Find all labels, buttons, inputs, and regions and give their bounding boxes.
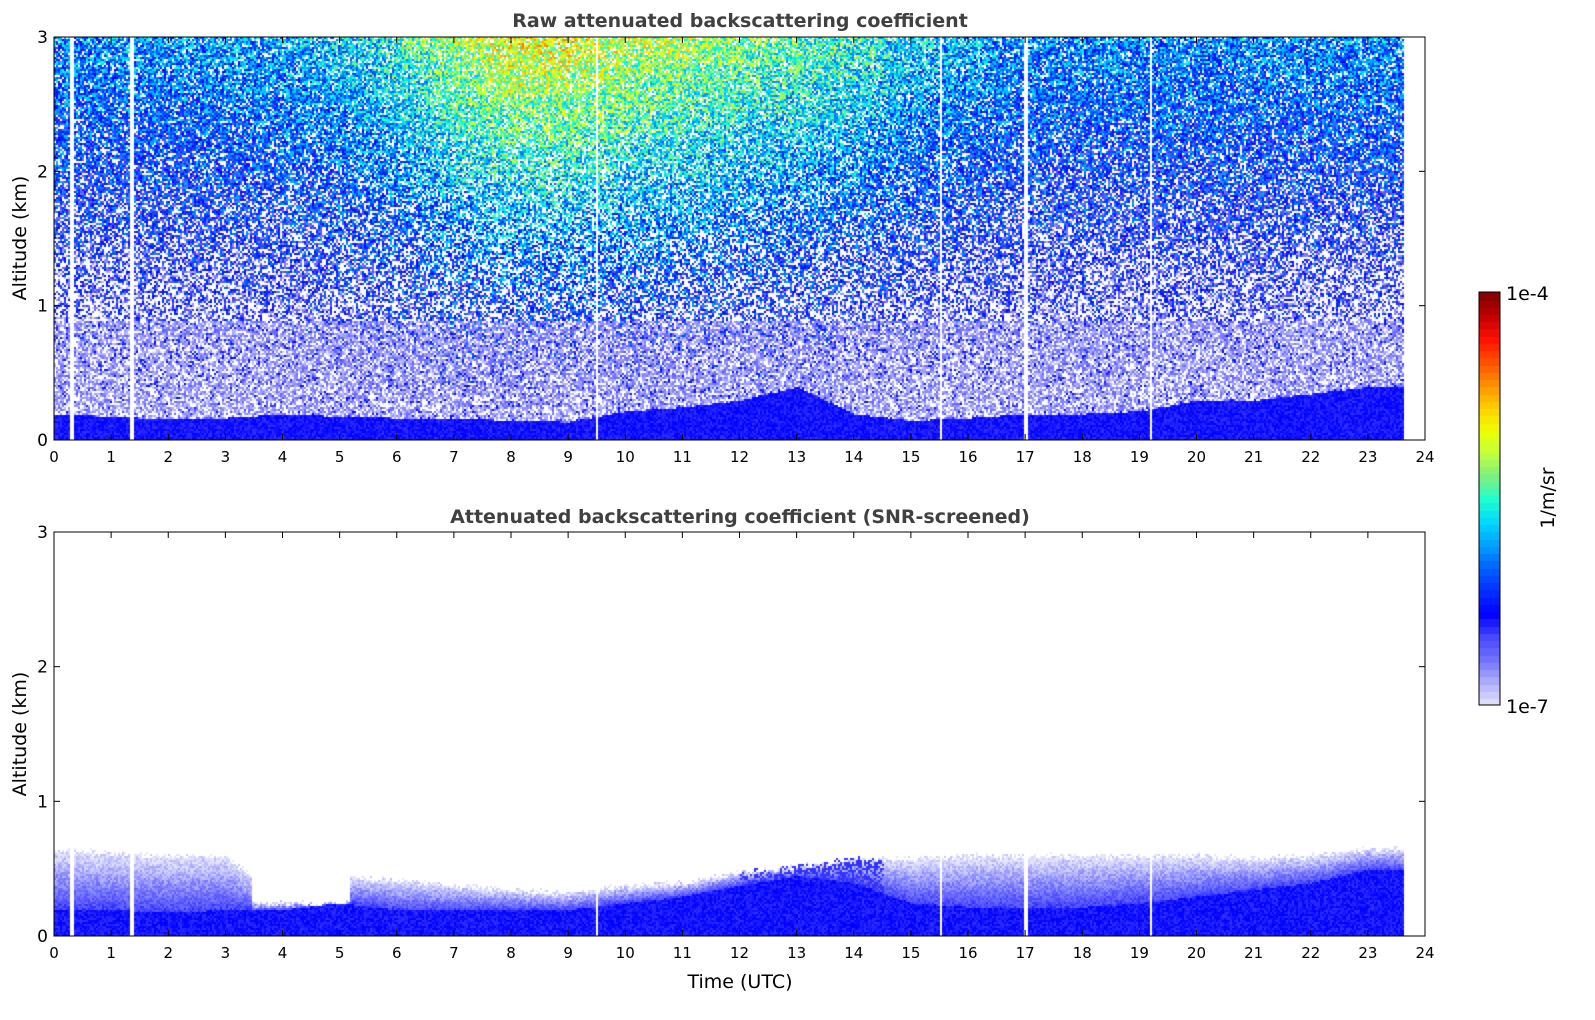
raw-backscatter-heatmap bbox=[54, 37, 1425, 440]
bottom-x-tick-label: 7 bbox=[449, 944, 459, 962]
bottom-x-tick-label: 0 bbox=[49, 944, 59, 962]
top-x-tick-label: 8 bbox=[506, 448, 516, 466]
bottom-x-tick-label: 4 bbox=[278, 944, 288, 962]
bottom-x-tick-label: 17 bbox=[1016, 944, 1035, 962]
top-y-tick-label: 0 bbox=[37, 431, 48, 451]
top-x-tick-label: 5 bbox=[335, 448, 345, 466]
top-x-tick-label: 17 bbox=[1016, 448, 1035, 466]
snr-screened-backscatter-heatmap bbox=[54, 532, 1425, 936]
colorbar-min-label: 1e-7 bbox=[1506, 696, 1549, 718]
colorbar-max-label: 1e-4 bbox=[1506, 283, 1549, 305]
top-x-tick-label: 10 bbox=[616, 448, 635, 466]
top-x-tick-label: 11 bbox=[673, 448, 692, 466]
top-x-tick-label: 23 bbox=[1358, 448, 1377, 466]
top-x-tick-label: 6 bbox=[392, 448, 402, 466]
top-x-tick-label: 16 bbox=[958, 448, 977, 466]
top-x-tick-label: 19 bbox=[1130, 448, 1149, 466]
top-x-tick-label: 1 bbox=[106, 448, 116, 466]
colorbar-gradient bbox=[1479, 292, 1500, 705]
bottom-x-tick-label: 12 bbox=[730, 944, 749, 962]
bottom-x-tick-label: 24 bbox=[1415, 944, 1434, 962]
bottom-x-tick-label: 19 bbox=[1130, 944, 1149, 962]
top-x-tick-label: 7 bbox=[449, 448, 459, 466]
bottom-x-tick-label: 1 bbox=[106, 944, 116, 962]
top-y-tick-label: 3 bbox=[37, 28, 48, 48]
bottom-x-tick-label: 18 bbox=[1073, 944, 1092, 962]
top-x-tick-label: 4 bbox=[278, 448, 288, 466]
top-x-tick-label: 20 bbox=[1187, 448, 1206, 466]
top-x-tick-label: 18 bbox=[1073, 448, 1092, 466]
colorbar-frame bbox=[1478, 291, 1501, 706]
bottom-x-tick-label: 14 bbox=[844, 944, 863, 962]
bottom-x-tick-label: 22 bbox=[1301, 944, 1320, 962]
top-y-tick-label: 2 bbox=[37, 162, 48, 182]
bottom-chart-title: Attenuated backscattering coefficient (S… bbox=[450, 506, 1030, 528]
bottom-x-tick-label: 21 bbox=[1244, 944, 1263, 962]
top-x-tick-label: 22 bbox=[1301, 448, 1320, 466]
top-y-tick-label: 1 bbox=[37, 297, 48, 317]
top-x-tick-label: 24 bbox=[1415, 448, 1434, 466]
bottom-x-tick-label: 15 bbox=[901, 944, 920, 962]
top-x-tick-label: 3 bbox=[221, 448, 231, 466]
bottom-x-tick-label: 9 bbox=[563, 944, 573, 962]
top-chart-title: Raw attenuated backscattering coefficien… bbox=[512, 10, 968, 32]
top-x-tick-label: 9 bbox=[563, 448, 573, 466]
bottom-x-tick-label: 13 bbox=[787, 944, 806, 962]
bottom-x-tick-label: 8 bbox=[506, 944, 516, 962]
bottom-x-tick-label: 6 bbox=[392, 944, 402, 962]
top-x-tick-label: 15 bbox=[901, 448, 920, 466]
bottom-x-tick-label: 20 bbox=[1187, 944, 1206, 962]
bottom-x-tick-label: 3 bbox=[221, 944, 231, 962]
top-x-tick-label: 2 bbox=[163, 448, 173, 466]
bottom-x-tick-label: 2 bbox=[163, 944, 173, 962]
bottom-y-tick-label: 2 bbox=[37, 658, 48, 678]
x-axis-label: Time (UTC) bbox=[686, 971, 792, 993]
bottom-x-tick-label: 23 bbox=[1358, 944, 1377, 962]
top-plot-frame bbox=[53, 36, 1426, 441]
bottom-y-axis-label: Altitude (km) bbox=[9, 672, 31, 797]
bottom-plot-frame bbox=[53, 531, 1426, 937]
bottom-y-tick-label: 0 bbox=[37, 927, 48, 947]
top-x-tick-label: 21 bbox=[1244, 448, 1263, 466]
colorbar-unit-label: 1/m/sr bbox=[1537, 467, 1559, 528]
bottom-x-tick-label: 16 bbox=[958, 944, 977, 962]
top-x-tick-label: 12 bbox=[730, 448, 749, 466]
top-y-axis-label: Altitude (km) bbox=[9, 176, 31, 301]
top-x-tick-label: 13 bbox=[787, 448, 806, 466]
bottom-y-tick-label: 1 bbox=[37, 792, 48, 812]
bottom-y-tick-label: 3 bbox=[37, 523, 48, 543]
top-x-tick-label: 0 bbox=[49, 448, 59, 466]
bottom-x-tick-label: 11 bbox=[673, 944, 692, 962]
top-x-tick-label: 14 bbox=[844, 448, 863, 466]
bottom-x-tick-label: 10 bbox=[616, 944, 635, 962]
bottom-x-tick-label: 5 bbox=[335, 944, 345, 962]
